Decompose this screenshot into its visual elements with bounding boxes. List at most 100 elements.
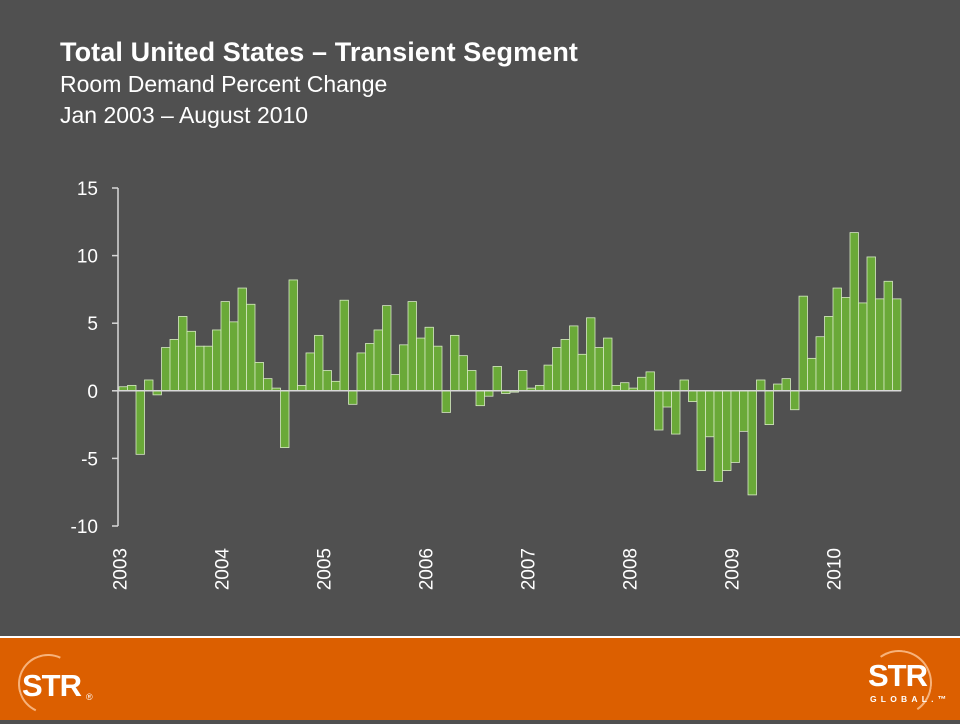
chart-bar: [305, 352, 315, 392]
chart-bar: [773, 383, 783, 392]
chart-bar: [161, 347, 171, 392]
chart-bar: [416, 337, 426, 392]
chart-bar: [858, 302, 868, 392]
chart-bar: [339, 299, 349, 392]
registered-mark: ®: [86, 692, 93, 702]
chart-bar: [832, 287, 842, 392]
chart-bar: [543, 364, 553, 392]
chart-bar: [577, 353, 587, 392]
chart-bar: [518, 370, 528, 392]
chart-bar: [229, 321, 239, 392]
chart-bar: [263, 378, 273, 392]
chart-bar: [815, 336, 825, 392]
x-year-label: 2003: [110, 548, 131, 590]
chart-bar: [407, 301, 417, 392]
chart-bar: [739, 390, 749, 432]
chart-bar: [705, 390, 715, 438]
chart-bar: [790, 390, 800, 411]
chart-bar: [594, 347, 604, 392]
chart-bar: [365, 343, 375, 392]
chart-bar: [713, 390, 723, 482]
chart-bar: [186, 330, 196, 392]
chart-bar: [654, 390, 664, 431]
chart-bar: [484, 390, 494, 397]
x-year-label: 2004: [212, 548, 233, 591]
chart-bar: [441, 390, 451, 413]
chart-bar: [373, 329, 383, 392]
chart-bar: [458, 355, 468, 392]
chart-bar: [288, 279, 298, 392]
x-year-label: 2006: [416, 548, 437, 590]
chart-bar: [824, 316, 834, 392]
x-year-label: 2010: [824, 548, 845, 590]
chart-bar: [475, 390, 485, 407]
chart-bar: [637, 376, 647, 392]
chart-bar: [433, 345, 443, 392]
str-logo: STR ®: [9, 645, 93, 724]
slide-title: Total United States – Transient Segment: [60, 37, 579, 67]
slide-subtitle: Room Demand Percent Change: [60, 71, 388, 98]
str-global-logo: STR GLOBAL.™: [860, 644, 946, 722]
chart-bar: [144, 379, 154, 392]
chart-bar: [620, 382, 630, 392]
chart-bar: [849, 232, 859, 392]
chart-bar: [424, 326, 434, 392]
chart-bar: [399, 344, 409, 392]
chart-bar: [331, 380, 341, 392]
chart-bar: [764, 390, 774, 425]
chart-bar: [178, 316, 188, 392]
chart-bar: [875, 298, 885, 392]
chart-bar: [892, 298, 902, 392]
chart-bar: [390, 374, 400, 392]
chart-bar: [356, 352, 366, 392]
chart-bar: [254, 362, 264, 392]
y-tick-label: 0: [87, 382, 98, 403]
chart-bar: [747, 390, 757, 496]
chart-bar: [662, 390, 672, 408]
chart-bar: [297, 384, 307, 392]
chart-bar: [603, 337, 613, 392]
bar-chart: 15 10 5 0 -5 -10 2003 2004 2005 2006 2007 2008 2009 2…: [71, 179, 902, 591]
chart-bar: [127, 384, 137, 392]
chart-bar: [841, 297, 851, 392]
chart-bar: [237, 287, 247, 392]
chart-bar: [781, 378, 791, 392]
chart-bar: [756, 379, 766, 392]
chart-bar: [560, 339, 570, 392]
y-tick-label: -10: [71, 517, 98, 538]
chart-bar: [798, 295, 808, 392]
footer-bar: STR ® STR GLOBAL.™: [0, 636, 960, 723]
x-year-label: 2005: [314, 548, 335, 590]
chart-bar: [883, 280, 893, 392]
chart-bar: [492, 366, 502, 392]
chart-bar: [314, 334, 324, 392]
chart-bar: [645, 371, 655, 392]
chart-bar: [535, 384, 545, 392]
y-tick-label: 10: [77, 247, 98, 268]
chart-bar: [203, 345, 213, 392]
str-global-logo-text: STR: [868, 658, 928, 693]
chart-bar: [195, 345, 205, 392]
chart-bar: [722, 390, 732, 471]
chart-bar: [220, 301, 230, 392]
y-tick-label: -5: [81, 449, 98, 470]
x-year-label: 2009: [722, 548, 743, 590]
chart-bar: [552, 347, 562, 392]
str-global-logo-subtext: GLOBAL.™: [870, 694, 951, 704]
chart-bar: [807, 357, 817, 392]
chart-bar: [212, 329, 222, 392]
chart-bar: [586, 317, 596, 392]
chart-bar: [382, 305, 392, 392]
chart-bar: [679, 379, 689, 392]
chart-bar: [348, 390, 358, 405]
chart-bar: [866, 256, 876, 392]
chart-bar: [671, 390, 681, 435]
chart-bar: [688, 390, 698, 403]
chart-bar: [280, 390, 290, 448]
chart-bar: [696, 390, 706, 471]
slide-date-range: Jan 2003 – August 2010: [60, 101, 309, 128]
chart-bar: [467, 370, 477, 392]
y-tick-label: 15: [77, 179, 98, 200]
chart-bar: [246, 303, 256, 392]
chart-bar: [322, 370, 332, 392]
